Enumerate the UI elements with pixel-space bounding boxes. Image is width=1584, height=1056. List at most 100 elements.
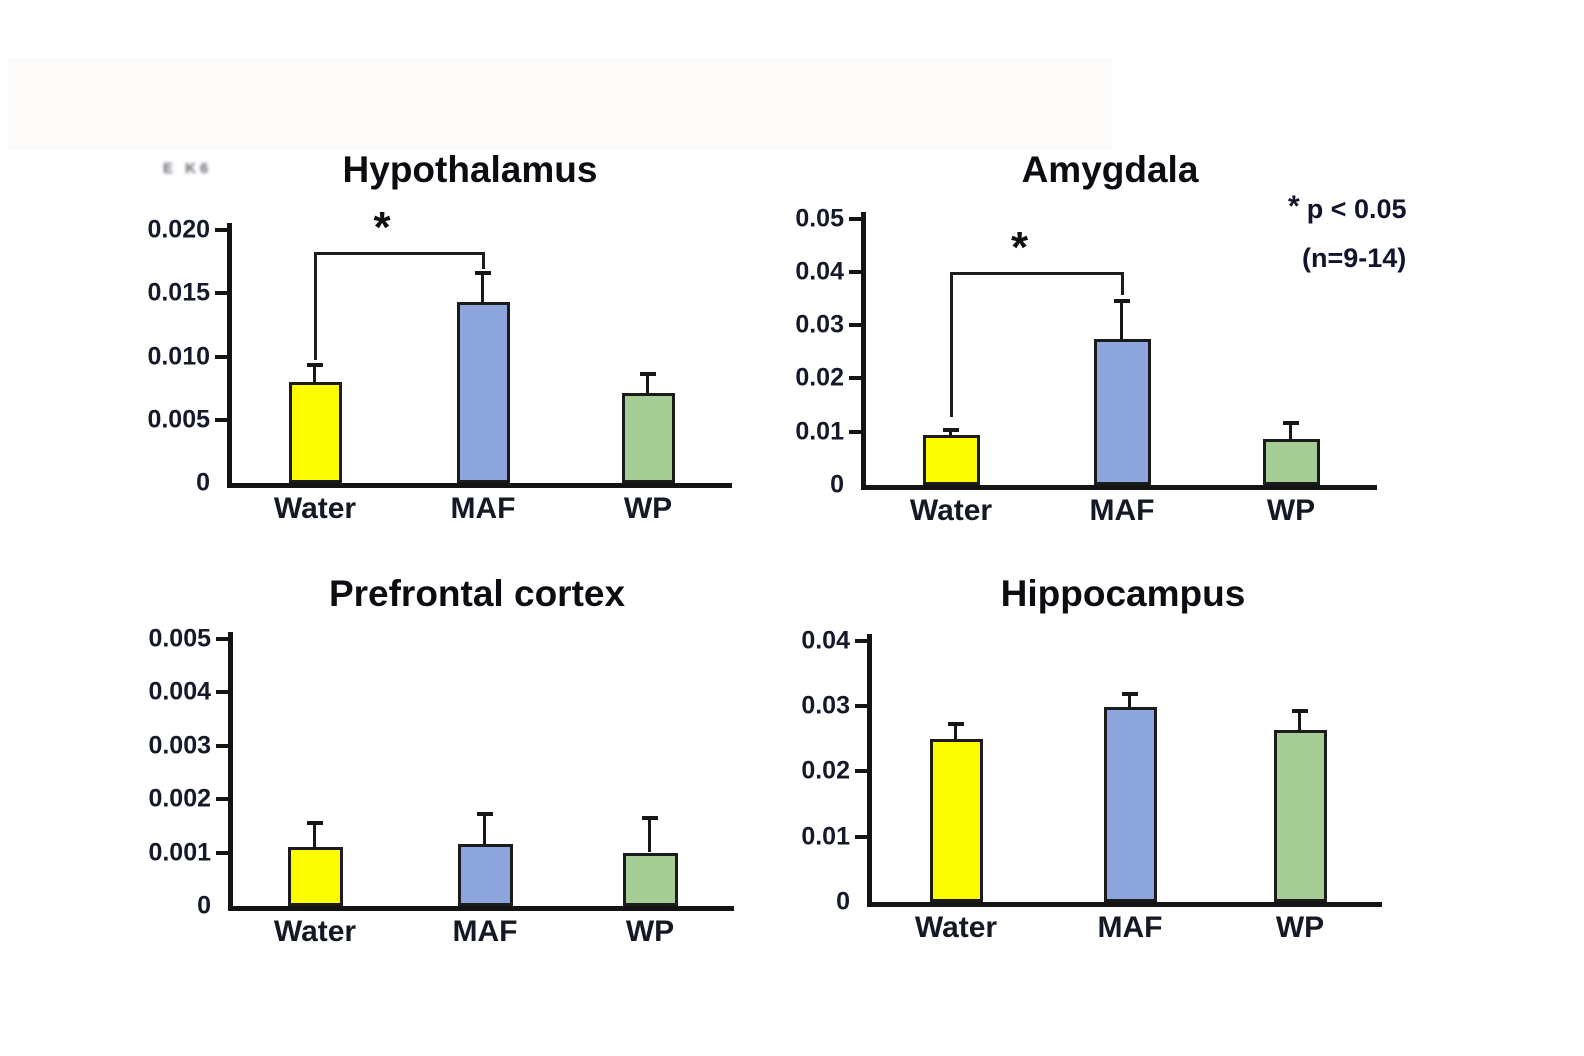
y-tick-label: 0.02: [795, 363, 844, 392]
x-axis: [228, 906, 734, 911]
y-tick-label: 0.04: [801, 626, 850, 655]
y-tick-label: 0.015: [147, 278, 210, 307]
legend-p-text: p < 0.05: [1306, 194, 1407, 224]
y-axis: [861, 211, 866, 490]
significance-asterisk: *: [373, 202, 391, 252]
significance-bracket-top: [949, 271, 1124, 275]
error-bar-line: [1289, 423, 1292, 440]
legend-n-text: (n=9-14): [1302, 243, 1407, 273]
x-tick-label-water: Water: [914, 911, 998, 944]
error-bar-cap: [1283, 421, 1299, 426]
significance-legend: * p < 0.05 (n=9-14): [1288, 190, 1407, 274]
y-tick-label: 0.005: [148, 624, 211, 652]
y-axis: [228, 631, 233, 911]
y-tick-label: 0: [196, 468, 210, 497]
significance-bracket-top: [313, 251, 485, 255]
error-bar-cap: [1122, 691, 1138, 696]
legend-pvalue-line: * p < 0.05: [1288, 190, 1407, 226]
significance-bracket-right: [481, 251, 485, 270]
error-bar-line: [313, 823, 316, 848]
background-band: [8, 58, 1112, 150]
chart-title-hypothalamus: Hypothalamus: [342, 149, 598, 190]
y-tick-label: 0.03: [801, 691, 850, 720]
x-tick-label-water: Water: [909, 494, 993, 527]
y-tick-mark: [216, 850, 228, 855]
error-bar-line: [483, 813, 486, 845]
y-tick-label: 0.002: [148, 784, 211, 813]
y-tick-label: 0.020: [147, 215, 210, 244]
chart-title-prefrontal-cortex: Prefrontal cortex: [328, 573, 626, 614]
chart-title-hippocampus: Hippocampus: [1000, 573, 1246, 614]
bar-maf: [1093, 339, 1151, 485]
y-tick-mark: [215, 354, 227, 359]
bar-wp: [1273, 730, 1327, 902]
y-tick-mark: [849, 323, 861, 328]
y-tick-mark: [216, 797, 228, 801]
y-tick-label: 0.004: [148, 677, 211, 706]
x-axis: [227, 483, 732, 488]
y-tick-mark: [849, 269, 861, 274]
x-tick-label-maf: MAF: [450, 492, 516, 525]
y-tick-label: 0.02: [801, 756, 850, 785]
error-bar-cap: [948, 721, 964, 726]
bar-maf: [456, 302, 510, 483]
y-tick-label: 0.01: [795, 417, 844, 446]
significance-asterisk: *: [1010, 222, 1029, 272]
y-axis: [867, 633, 872, 907]
bar-wp: [1262, 439, 1320, 485]
y-tick-label: 0.003: [148, 731, 211, 759]
significance-bracket-left: [949, 271, 953, 417]
y-tick-label: 0: [836, 887, 850, 916]
bar-wp: [621, 393, 675, 483]
x-tick-label-maf: MAF: [1089, 494, 1155, 527]
y-tick-label: 0.005: [147, 405, 210, 434]
bar-water: [287, 847, 343, 906]
y-tick-mark: [855, 834, 867, 839]
y-tick-label: 0.03: [795, 310, 844, 339]
bar-maf: [1103, 707, 1157, 902]
error-bar-cap: [475, 271, 491, 276]
error-bar-line: [481, 273, 484, 303]
error-bar-cap: [307, 821, 323, 826]
error-bar-line: [1120, 301, 1123, 340]
y-tick-mark: [849, 216, 861, 221]
y-axis: [227, 223, 232, 488]
x-tick-label-maf: MAF: [1097, 911, 1163, 944]
y-tick-label: 0.001: [148, 838, 211, 866]
x-tick-label-wp: WP: [1266, 494, 1316, 527]
y-tick-mark: [215, 291, 227, 296]
y-tick-mark: [215, 417, 227, 422]
error-bar-line: [949, 430, 952, 436]
y-tick-mark: [216, 690, 228, 694]
y-tick-mark: [855, 638, 867, 643]
y-tick-mark: [216, 636, 228, 641]
error-bar-line: [1128, 693, 1131, 708]
x-axis: [861, 485, 1377, 490]
y-tick-label: 0: [197, 891, 211, 920]
error-bar-cap: [1292, 708, 1308, 713]
x-axis: [867, 902, 1382, 907]
y-tick-label: 0.04: [795, 257, 844, 286]
error-bar-line: [1298, 710, 1301, 731]
x-tick-label-wp: WP: [623, 492, 673, 525]
bar-water: [922, 435, 980, 485]
significance-bracket-right: [1120, 271, 1124, 295]
y-tick-mark: [855, 704, 867, 709]
significance-bracket-left: [313, 251, 317, 361]
chart-title-amygdala: Amygdala: [1021, 149, 1199, 190]
x-tick-label-wp: WP: [1275, 911, 1325, 944]
x-tick-label-wp: WP: [625, 915, 675, 948]
error-bar-cap: [1114, 299, 1130, 304]
asterisk-symbol: *: [1288, 190, 1300, 223]
error-bar-cap: [307, 363, 323, 368]
y-tick-label: 0: [830, 470, 844, 499]
bar-maf: [457, 844, 513, 906]
error-bar-line: [648, 817, 651, 853]
error-bar-cap: [642, 815, 658, 820]
y-tick-mark: [849, 376, 861, 381]
y-tick-label: 0.05: [795, 204, 844, 232]
error-bar-cap: [640, 372, 656, 377]
bar-wp: [622, 852, 678, 906]
y-tick-mark: [215, 228, 227, 233]
